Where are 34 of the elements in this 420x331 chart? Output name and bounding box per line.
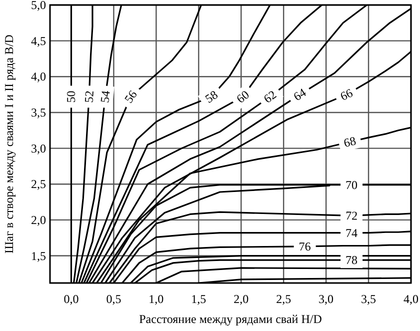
x-axis-title: Расстояние между рядами свай H/D xyxy=(139,312,322,326)
series-label: 72 xyxy=(345,208,358,223)
series-label: 62 xyxy=(261,88,279,106)
series-label: 66 xyxy=(338,86,355,104)
x-tick-label: 2,5 xyxy=(276,292,292,306)
series-label: 54 xyxy=(98,90,113,104)
y-tick-label: 3,5 xyxy=(31,105,46,120)
x-tick-label: 2,0 xyxy=(234,292,249,306)
y-tick-label: 4,5 xyxy=(31,34,46,48)
x-tick-label: 1,0 xyxy=(148,292,164,306)
series-label: 50 xyxy=(64,90,78,103)
x-tick-label: 1,5 xyxy=(191,292,206,306)
series-label: 68 xyxy=(342,134,358,150)
y-tick-label: 2,5 xyxy=(31,177,46,192)
series-label: 76 xyxy=(298,239,311,254)
x-tick-label: 4,0 xyxy=(404,292,418,306)
x-tick-label: 3,5 xyxy=(361,292,376,306)
x-tick-label: 3,0 xyxy=(318,292,334,306)
y-tick-label: 2,0 xyxy=(31,212,46,227)
series-label: 64 xyxy=(290,85,309,104)
y-tick-label: 5,0 xyxy=(31,0,46,12)
series-label: 70 xyxy=(346,178,358,192)
x-tick-label: 0,5 xyxy=(106,292,122,306)
series-label: 78 xyxy=(346,253,358,268)
series-label: 56 xyxy=(122,88,140,106)
series-label: 74 xyxy=(346,226,358,240)
series-label: 60 xyxy=(234,87,252,106)
x-tick-label: 0,0 xyxy=(64,292,79,306)
series-label: 58 xyxy=(202,88,220,106)
y-tick-label: 3,0 xyxy=(31,141,46,156)
y-tick-label: 4,0 xyxy=(31,70,46,84)
y-tick-label: 1,5 xyxy=(31,248,46,263)
series-label: 52 xyxy=(82,90,96,104)
y-axis-title: Шаг в створе между сваями I и II ряда B/D xyxy=(2,34,16,254)
